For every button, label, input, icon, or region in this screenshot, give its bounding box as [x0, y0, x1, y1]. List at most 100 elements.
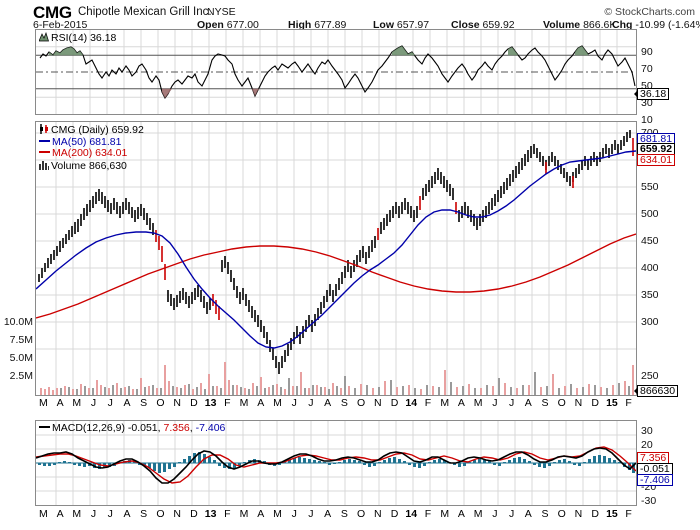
ma200-line — [36, 233, 636, 319]
price-axis-300: 300 — [641, 316, 659, 328]
ticker-symbol: CMG — [33, 3, 72, 22]
quote-change: Chg -10.99 (-1.64%) — [612, 19, 700, 31]
rsi-legend-text: RSI(14) 36.18 — [51, 32, 117, 44]
macd-line — [36, 447, 636, 484]
month-label: O — [156, 397, 165, 409]
month-label: J — [492, 397, 498, 409]
price-bars — [38, 130, 634, 374]
month-label: A — [457, 508, 465, 520]
rsi-panel — [35, 29, 637, 115]
macd-legend: MACD(12,26,9) -0.051, 7.356, -7.406 — [39, 422, 225, 435]
ma200-value-tag: 634.01 — [637, 154, 676, 166]
rsi-axis-90: 90 — [641, 46, 653, 58]
month-label: A — [123, 508, 131, 520]
month-label: M — [273, 508, 282, 520]
month-label: J — [492, 508, 498, 520]
rsi-mountain-icon — [39, 32, 49, 42]
volume-bars — [40, 362, 634, 395]
month-label: D — [591, 397, 599, 409]
price-panel — [35, 121, 637, 396]
month-label: N — [374, 397, 382, 409]
quote-high: High 677.89 — [288, 19, 347, 31]
month-label: 15 — [606, 508, 618, 520]
month-label: A — [524, 508, 532, 520]
month-label: J — [508, 397, 515, 409]
month-label: N — [574, 508, 583, 520]
month-label: A — [257, 508, 265, 520]
month-label: F — [424, 508, 432, 520]
price-axis-550: 550 — [641, 181, 659, 193]
month-label: A — [457, 397, 465, 409]
price-legend-ma50: MA(50) 681.81 — [39, 136, 144, 149]
month-axis-top: M A M J J A S O N D 13 F M A M J J A S O N D 14 F M A M J J A S O N D 15 F — [35, 397, 637, 411]
month-label: S — [140, 397, 148, 409]
month-label: S — [340, 397, 348, 409]
month-label: D — [591, 508, 599, 520]
month-label: F — [224, 397, 231, 409]
volume-axis-5m: 5.0M — [9, 352, 33, 364]
month-label: M — [239, 508, 249, 520]
month-label: N — [374, 508, 382, 520]
rsi-legend: RSI(14) 36.18 — [39, 32, 116, 45]
rsi-axis-70: 70 — [641, 63, 653, 75]
month-axis-bottom: M A M J J A S O N D 13 F M A M J J A S O N D 14 F M A M J J A S O N D 15 F — [35, 508, 637, 522]
rsi-axis-50: 50 — [641, 80, 653, 92]
rsi-plot — [36, 30, 636, 114]
rsi-value-tag: 36.18 — [634, 88, 670, 100]
volume-axis-7.5m: 7.5M — [9, 334, 33, 346]
quote-volume: Volume 866.6K — [543, 19, 617, 31]
ma200-swatch — [39, 151, 50, 153]
company-name: Chipotle Mexican Grill Inc. — [78, 6, 212, 18]
month-label: 14 — [405, 508, 418, 520]
macd-panel — [35, 420, 637, 506]
price-plot — [36, 122, 636, 395]
price-axis-450: 450 — [641, 235, 659, 247]
month-label: D — [390, 397, 399, 409]
month-label: M — [473, 508, 483, 520]
quote-date: 6-Feb-2015 — [33, 19, 88, 31]
month-label: 15 — [606, 397, 618, 409]
month-label: M — [473, 397, 483, 409]
rsi-axis-10: 10 — [641, 114, 653, 126]
price-legend: CMG (Daily) 659.92 MA(50) 681.81 MA(200)… — [39, 124, 144, 172]
price-axis-250: 250 — [641, 370, 659, 382]
month-label: F — [424, 397, 432, 409]
month-label: J — [308, 397, 314, 409]
month-label: F — [625, 397, 632, 409]
price-legend-volume: Volume 866,630 — [39, 160, 144, 173]
month-label: J — [90, 397, 97, 409]
price-axis-500: 500 — [641, 208, 659, 220]
month-label: N — [574, 397, 583, 409]
month-label: F — [625, 508, 632, 520]
month-label: M — [239, 397, 249, 409]
month-label: O — [356, 508, 366, 520]
price-legend-main: CMG (Daily) 659.92 — [39, 124, 144, 137]
candlestick-icon — [40, 124, 48, 134]
month-label: M — [440, 397, 450, 409]
month-label: A — [324, 508, 332, 520]
chart-header: CMG Chipotle Mexican Grill Inc. NYSE © S… — [0, 0, 700, 31]
month-label: N — [173, 508, 181, 520]
macd-hist-tag: -7.406 — [637, 474, 673, 486]
macd-axis-30: 30 — [641, 425, 653, 437]
exchange-name: NYSE — [207, 6, 236, 18]
month-label: A — [123, 397, 131, 409]
month-label: M — [38, 508, 48, 520]
month-label: J — [107, 508, 113, 520]
macd-axis-20: 20 — [641, 439, 653, 451]
volume-bars-icon — [39, 160, 49, 170]
month-label: S — [140, 508, 148, 520]
month-label: J — [107, 397, 113, 409]
quote-row: 6-Feb-2015 Open 677.00 High 677.89 Low 6… — [0, 19, 700, 32]
volume-value-tag: 866630 — [634, 385, 679, 397]
volume-axis-10m: 10.0M — [3, 316, 33, 328]
month-label: A — [257, 397, 265, 409]
stockcharts-branding: © StockCharts.com — [604, 6, 695, 18]
month-label: F — [224, 508, 231, 520]
month-label: 13 — [204, 508, 217, 520]
month-label: O — [557, 508, 566, 520]
ma50-line — [36, 150, 636, 349]
ma50-swatch — [39, 139, 50, 142]
volume-axis-2.5m: 2.5M — [9, 370, 33, 382]
